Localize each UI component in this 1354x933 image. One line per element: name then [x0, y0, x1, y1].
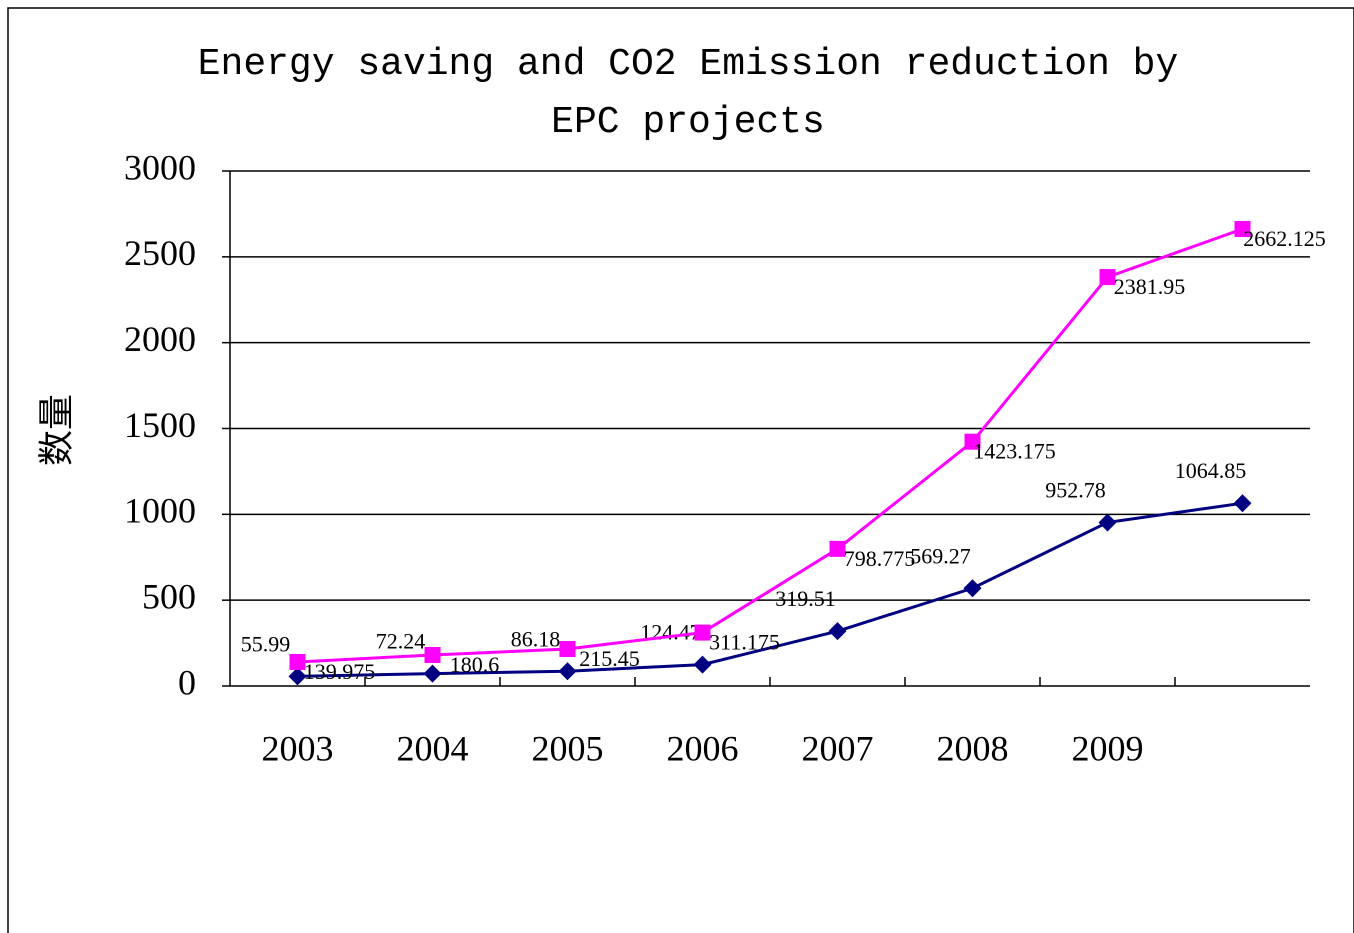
marker — [289, 653, 306, 670]
data-label: 1423.175 — [973, 439, 1056, 464]
x-tick-label: 2004 — [397, 728, 469, 768]
data-label: 569.27 — [910, 543, 971, 568]
x-tick-label: 2009 — [1072, 728, 1144, 768]
marker — [1234, 221, 1251, 238]
marker — [1099, 269, 1116, 286]
data-label: 311.175 — [709, 630, 780, 655]
marker — [1233, 494, 1252, 513]
x-tick-label: 2005 — [532, 728, 604, 768]
data-label: 2662.125 — [1243, 226, 1326, 251]
x-tick-label: 2006 — [667, 728, 739, 768]
data-label: 72.24 — [376, 629, 426, 654]
title-line: Energy saving and CO2 Emission reduction… — [198, 43, 1179, 86]
y-tick-label: 2000 — [124, 319, 196, 359]
x-tick-label: 2008 — [937, 728, 1009, 768]
data-label: 139.975 — [304, 659, 376, 684]
y-tick-label: 0 — [178, 662, 196, 702]
x-tick-label: 2007 — [802, 728, 874, 768]
marker — [1098, 513, 1117, 532]
data-label: 86.18 — [511, 626, 561, 651]
data-label: 798.775 — [844, 546, 916, 571]
data-label: 319.51 — [775, 586, 836, 611]
marker — [423, 664, 442, 683]
series-line — [297, 227, 1244, 664]
data-label: 1064.85 — [1175, 458, 1247, 483]
marker — [288, 667, 307, 686]
marker — [963, 579, 982, 598]
chart-title: Energy saving and CO2 Emission reduction… — [198, 43, 1179, 144]
y-tick-label: 1000 — [124, 491, 196, 531]
marker — [693, 655, 712, 674]
y-tick-label: 2500 — [124, 233, 196, 273]
x-tick-label: 2003 — [262, 728, 334, 768]
marker — [829, 540, 846, 557]
data-label: 124.47 — [640, 620, 701, 645]
marker — [694, 624, 711, 641]
marker — [828, 622, 847, 641]
marker — [559, 641, 576, 658]
series-line — [297, 501, 1243, 678]
title-line: EPC projects — [551, 101, 825, 144]
data-label: 2381.95 — [1114, 274, 1186, 299]
y-tick-label: 1500 — [124, 405, 196, 445]
marker — [558, 662, 577, 681]
data-label: 215.45 — [579, 646, 640, 671]
y-tick-label: 500 — [142, 576, 196, 616]
y-axis-label: 数量 — [36, 394, 76, 466]
y-tick-label: 3000 — [124, 147, 196, 187]
data-label: 55.99 — [241, 631, 291, 656]
data-label: 952.78 — [1045, 477, 1106, 502]
data-label: 180.6 — [450, 652, 500, 677]
marker — [424, 646, 441, 663]
chart-frame — [7, 7, 1354, 933]
marker — [964, 433, 981, 450]
